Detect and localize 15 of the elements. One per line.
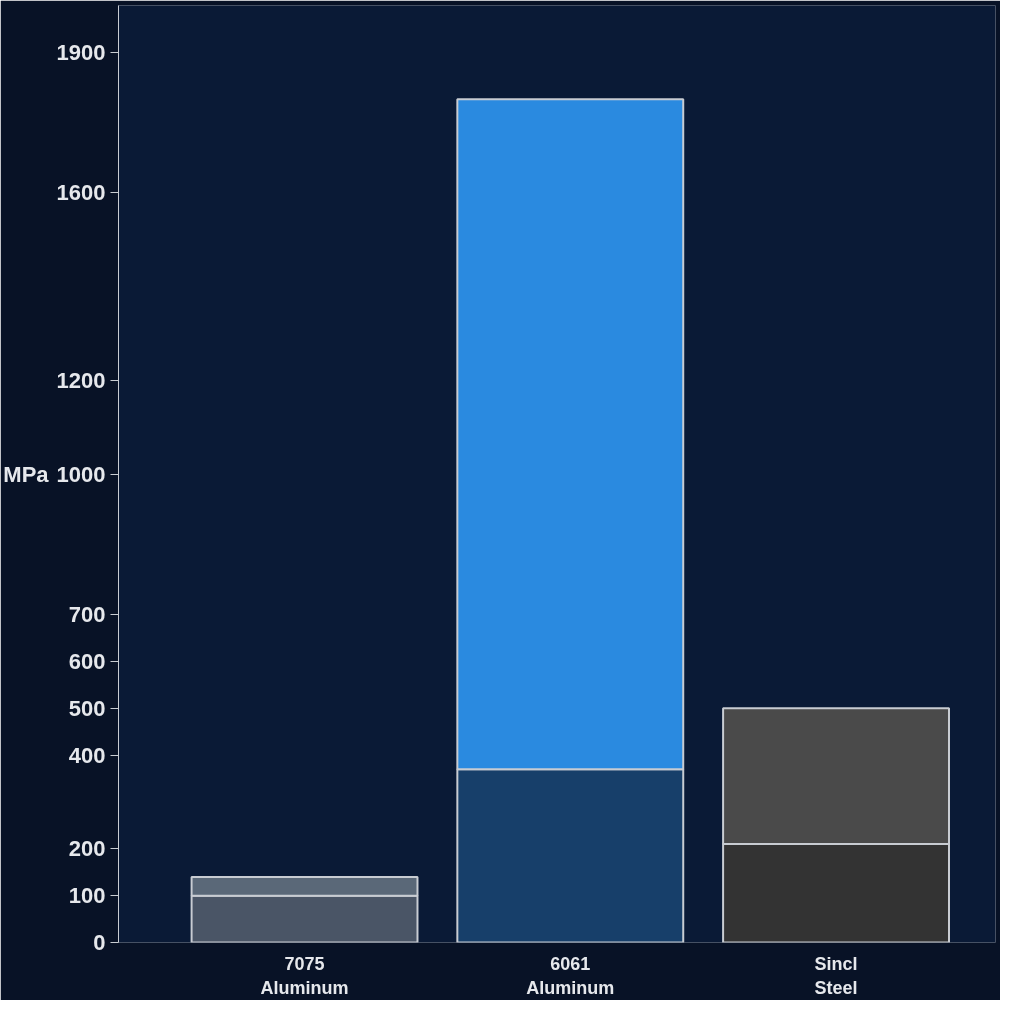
x-tick-label: 7075 Aluminum xyxy=(260,953,349,998)
y-tick-label: 700 xyxy=(68,602,106,628)
y-tick-label: 600 xyxy=(68,648,106,674)
x-tick-label: 6061 Aluminum xyxy=(526,953,615,998)
y-tick-label: 200 xyxy=(68,836,106,862)
y-tick-label: 1900 xyxy=(56,39,106,65)
x-tick-label: Sincl Steel xyxy=(814,953,858,998)
y-axis-title: MPa xyxy=(3,461,50,487)
y-tick-label: 1000 xyxy=(56,461,106,487)
y-tick-label: 1600 xyxy=(56,180,106,206)
y-tick-label: 500 xyxy=(68,695,106,721)
y-tick-label: 400 xyxy=(68,742,106,768)
y-tick-label: 1200 xyxy=(56,367,106,393)
y-tick-label: 0 xyxy=(93,930,106,955)
y-tick-label: 100 xyxy=(68,883,106,909)
